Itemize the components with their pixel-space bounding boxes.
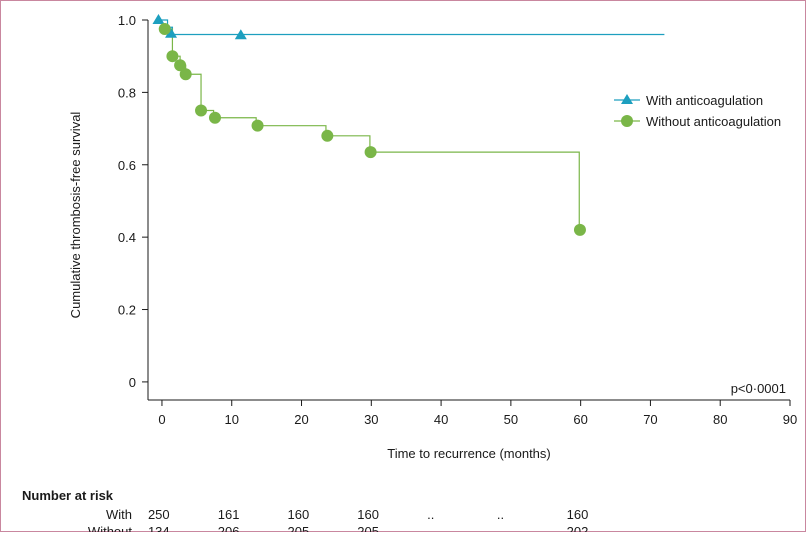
x-tick-label: 70	[643, 412, 657, 427]
circle-marker	[251, 119, 264, 132]
risk-cell: 205	[357, 524, 379, 532]
circle-marker	[166, 50, 179, 63]
risk-cell: 160	[357, 507, 379, 522]
risk-cell: 250	[148, 507, 170, 522]
y-tick-label: 1.0	[118, 13, 136, 28]
x-tick-label: 0	[158, 412, 165, 427]
risk-cell: 160	[288, 507, 310, 522]
triangle-marker	[165, 27, 178, 38]
x-tick-label: 10	[225, 412, 239, 427]
risk-table-title: Number at risk	[22, 488, 114, 503]
x-tick-label: 40	[434, 412, 448, 427]
circle-marker	[321, 129, 334, 142]
series-markers	[152, 14, 586, 236]
legend-label-without: Without anticoagulation	[646, 114, 781, 129]
x-tick-label: 80	[713, 412, 727, 427]
risk-cell: 205	[288, 524, 310, 532]
legend-triangle-icon	[621, 94, 633, 104]
y-tick-label: 0.8	[118, 85, 136, 100]
triangle-marker	[152, 14, 165, 24]
legend-circle-icon	[621, 115, 633, 127]
legend-label-with: With anticoagulation	[646, 93, 763, 108]
risk-row-label: Without	[88, 524, 132, 532]
risk-cell: 206	[218, 524, 240, 532]
risk-cell: ..	[497, 524, 504, 532]
triangle-marker	[234, 29, 247, 40]
x-tick-label: 50	[504, 412, 518, 427]
axes	[147, 20, 790, 401]
x-tick-label: 30	[364, 412, 378, 427]
legend: With anticoagulation Without anticoagula…	[614, 93, 781, 129]
y-axis-title: Cumulative thrombosis-free survival	[68, 112, 83, 319]
circle-marker	[195, 104, 208, 117]
p-value-annotation: p<0·0001	[731, 381, 786, 396]
risk-cell: 134	[148, 524, 170, 532]
risk-cell: ..	[427, 524, 434, 532]
risk-cell: 161	[218, 507, 240, 522]
y-tick-label: 0.2	[118, 303, 136, 318]
x-tick-label: 20	[294, 412, 308, 427]
y-tick-label: 0.6	[118, 158, 136, 173]
legend-item-without: Without anticoagulation	[614, 114, 781, 129]
legend-item-with: With anticoagulation	[614, 93, 763, 108]
x-ticks: 0 10 20 30 40 50 60 70 80 90	[158, 400, 797, 427]
y-ticks: 0 0.2 0.4 0.6 0.8 1.0	[118, 13, 148, 390]
x-tick-label: 60	[573, 412, 587, 427]
circle-marker	[573, 223, 586, 236]
y-tick-label: 0.4	[118, 230, 136, 245]
series-line-without	[161, 28, 580, 230]
circle-marker	[364, 146, 377, 159]
x-tick-label: 90	[783, 412, 797, 427]
circle-marker	[158, 23, 171, 36]
risk-cell: ..	[427, 507, 434, 522]
x-axis-title: Time to recurrence (months)	[387, 446, 551, 461]
risk-cell: 160	[567, 507, 589, 522]
risk-cell: ..	[497, 507, 504, 522]
circle-marker	[179, 68, 192, 81]
circle-marker	[174, 59, 187, 72]
risk-row-label: With	[106, 507, 132, 522]
circle-marker	[208, 111, 221, 124]
y-tick-label: 0	[129, 375, 136, 390]
risk-cell: 202	[567, 524, 589, 532]
